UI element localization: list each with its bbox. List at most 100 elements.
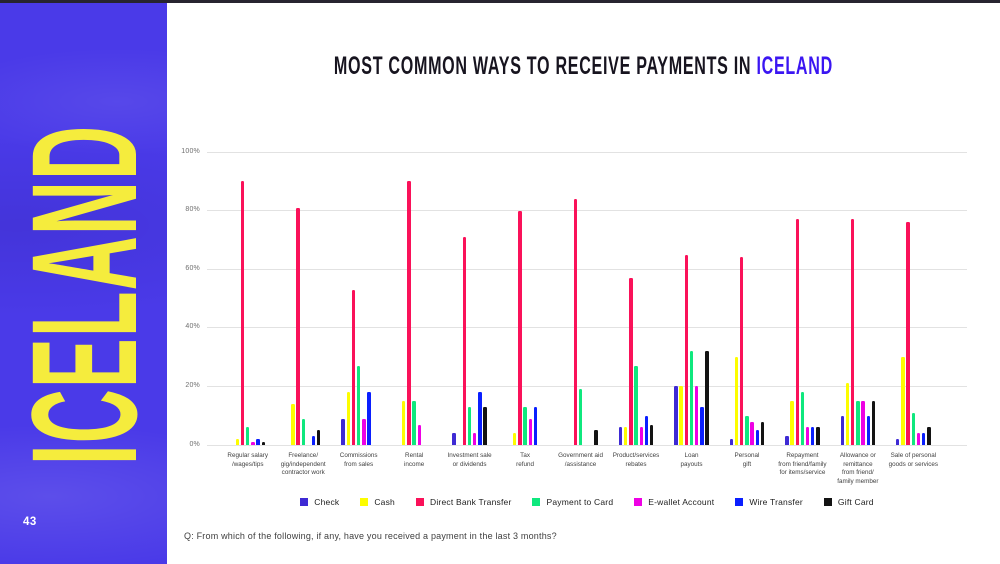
bar-wire-transfer — [811, 427, 815, 445]
bar-gift-card — [261, 442, 265, 445]
bar-e-wallet-account — [528, 418, 532, 445]
bar-group — [775, 152, 830, 445]
bar-check — [674, 386, 678, 445]
top-border-strip — [0, 0, 1000, 3]
bar-group — [830, 152, 885, 445]
bar-gift-card — [871, 401, 876, 445]
bar-check — [785, 436, 789, 445]
bar-cash — [235, 439, 240, 445]
bar-e-wallet-account — [916, 433, 921, 445]
bar-cluster — [608, 152, 663, 445]
bar-payment-to-card — [246, 427, 250, 445]
bar-cluster — [664, 152, 719, 445]
bar-cash — [346, 392, 350, 445]
chart-x-axis-labels: Regular salary /wages/tips Freelance/ gig… — [220, 452, 941, 486]
bar-payment-to-card — [800, 392, 805, 445]
bar-cluster — [386, 152, 441, 445]
bar-wire-transfer — [311, 436, 316, 445]
bar-group — [886, 152, 941, 445]
bar-check — [341, 418, 345, 445]
legend-item-check: Check — [300, 497, 339, 507]
x-axis-category-label: Allowance or remittance from friend/ fam… — [837, 452, 879, 485]
bar-gift-card — [483, 406, 487, 445]
bar-gift-card — [816, 427, 820, 445]
legend-item-payment-to-card: Payment to Card — [532, 497, 613, 507]
bar-e-wallet-account — [694, 386, 699, 445]
y-tick-label: 40% — [185, 323, 200, 331]
bar-cash — [623, 427, 628, 445]
y-tick-label: 20% — [185, 381, 200, 389]
bar-cash — [790, 401, 794, 445]
legend-label: Cash — [374, 497, 395, 507]
y-tick-label: 100% — [181, 147, 200, 155]
bar-wire-transfer — [644, 415, 649, 445]
bar-direct-bank-transfer — [684, 254, 688, 445]
bar-payment-to-card — [523, 406, 527, 445]
x-axis-category-label: Sale of personal goods or services — [888, 452, 939, 468]
bar-cash — [901, 357, 905, 445]
page-title-country: ICELAND — [756, 50, 833, 80]
bar-e-wallet-account — [362, 418, 366, 445]
bar-group — [275, 152, 330, 445]
bar-payment-to-card — [634, 365, 638, 445]
bar-wire-transfer — [478, 392, 482, 445]
payments-bar-chart: 0% 20% 40% 60% 80% 100% Regular salary /wages… — [181, 148, 967, 485]
bar-gift-card — [760, 421, 765, 445]
bar-cluster — [497, 152, 552, 445]
bar-e-wallet-account — [750, 421, 754, 445]
bar-e-wallet-account — [251, 442, 255, 445]
bar-cluster — [553, 152, 608, 445]
gridline-40% — [207, 327, 967, 329]
bar-cash — [513, 433, 517, 445]
legend-item-wire-transfer: Wire Transfer — [735, 497, 803, 507]
bar-check — [896, 439, 900, 445]
bar-check — [618, 427, 623, 445]
bar-cluster — [775, 152, 830, 445]
legend-item-direct-bank-transfer: Direct Bank Transfer — [416, 497, 511, 507]
legend-item-e-wallet-account: E-wallet Account — [634, 497, 714, 507]
bar-direct-bank-transfer — [906, 222, 910, 445]
gridline-60% — [207, 268, 967, 270]
legend-label: Payment to Card — [546, 497, 614, 507]
bar-cash — [734, 357, 739, 445]
bar-group — [331, 152, 386, 445]
bar-cash — [679, 386, 683, 445]
legend-item-gift-card: Gift Card — [823, 497, 874, 507]
x-axis-category-label: Commissions from sales — [339, 452, 378, 468]
bar-cash — [402, 401, 406, 445]
bar-wire-transfer — [922, 433, 926, 445]
bar-direct-bank-transfer — [351, 289, 356, 445]
legend-swatch-icon — [532, 498, 541, 506]
x-axis-category-label: Rental income — [403, 452, 425, 468]
bar-group — [497, 152, 552, 445]
bar-group — [442, 152, 497, 445]
bar-cash — [291, 403, 295, 445]
bar-wire-transfer — [367, 392, 371, 445]
bar-cluster — [830, 152, 885, 445]
bar-direct-bank-transfer — [740, 257, 744, 445]
legend-item-cash: Cash — [360, 497, 395, 507]
legend-label: E-wallet Account — [648, 497, 715, 507]
x-axis-category-label: Investment sale or dividends — [447, 452, 492, 468]
legend-swatch-icon — [360, 498, 369, 506]
bar-cluster — [275, 152, 330, 445]
bar-gift-card — [649, 424, 654, 445]
bar-payment-to-card — [467, 406, 472, 445]
gridline-20% — [207, 385, 967, 387]
page-title-text: MOST COMMON WAYS TO RECEIVE PAYMENTS IN — [334, 50, 757, 80]
legend-swatch-icon — [416, 498, 424, 506]
country-sidebar: ICELAND 43 — [0, 0, 168, 564]
bar-direct-bank-transfer — [240, 181, 245, 445]
bar-gift-card — [594, 430, 598, 445]
bar-cluster — [220, 152, 275, 445]
bar-group — [608, 152, 663, 445]
y-tick-label: 0% — [189, 440, 200, 448]
bar-check — [729, 439, 734, 445]
y-tick-label: 80% — [185, 206, 200, 214]
chart-legend: Check Cash Direct Bank Transfer Payment to … — [207, 497, 967, 507]
bar-direct-bank-transfer — [407, 181, 411, 445]
bar-group — [220, 152, 275, 445]
bar-cluster — [331, 152, 386, 445]
bar-payment-to-card — [356, 365, 361, 445]
legend-label: Check — [314, 497, 340, 507]
